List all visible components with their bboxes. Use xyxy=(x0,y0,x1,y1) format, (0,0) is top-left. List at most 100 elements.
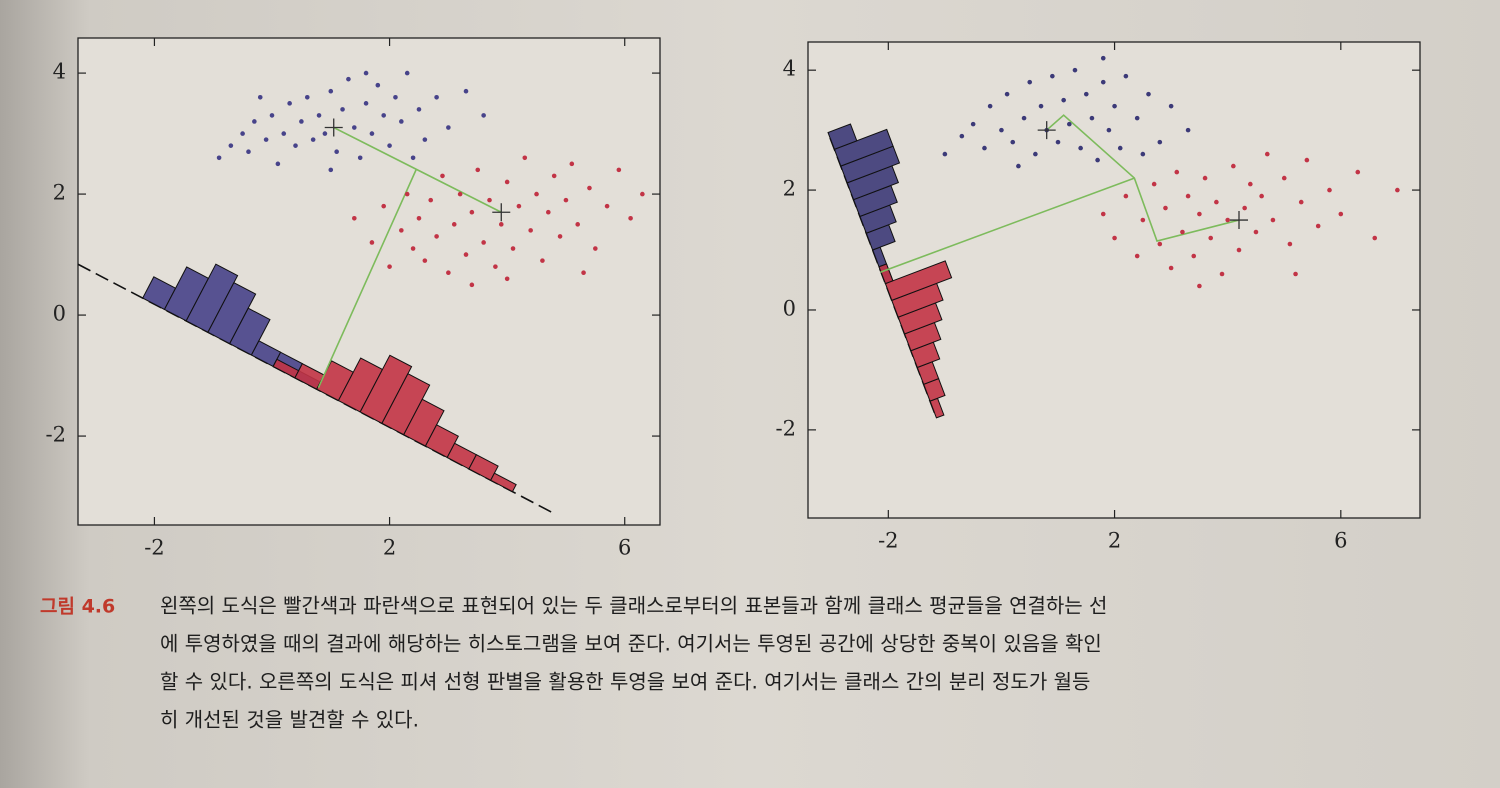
data-point xyxy=(416,215,422,221)
data-point xyxy=(1298,199,1304,205)
histogram-bar xyxy=(207,281,257,345)
data-point xyxy=(1208,235,1214,241)
data-point xyxy=(557,234,563,239)
data-point xyxy=(1185,193,1191,199)
data-point xyxy=(1010,139,1016,145)
data-point xyxy=(1315,223,1321,229)
histogram-bar xyxy=(381,373,431,436)
data-point xyxy=(1134,253,1140,259)
class-mean xyxy=(1037,121,1056,140)
data-point xyxy=(1106,127,1112,133)
data-point xyxy=(1197,211,1202,217)
data-point xyxy=(1100,55,1106,61)
data-point xyxy=(404,191,410,197)
data-point xyxy=(640,191,645,197)
data-point xyxy=(1287,241,1293,247)
data-point xyxy=(1027,79,1033,85)
data-point xyxy=(469,282,475,288)
data-point xyxy=(1050,73,1055,79)
class-mean xyxy=(324,118,343,137)
data-point xyxy=(987,103,993,109)
data-point xyxy=(1395,187,1400,193)
data-point xyxy=(569,161,575,167)
caption-line: 에 투영하였을 때의 결과에 해당하는 히스토그램을 보여 준다. 여기서는 투… xyxy=(160,632,1102,656)
data-point xyxy=(369,131,375,136)
data-point xyxy=(1004,91,1010,97)
data-point xyxy=(334,149,339,155)
data-point xyxy=(1168,265,1174,271)
data-point xyxy=(1259,193,1264,199)
data-point xyxy=(1123,73,1129,79)
data-point xyxy=(628,215,633,221)
data-point xyxy=(246,149,251,155)
data-point xyxy=(275,161,281,167)
class-mean xyxy=(1230,211,1248,230)
data-point xyxy=(1338,211,1344,217)
data-point xyxy=(1197,283,1202,289)
data-point xyxy=(1016,163,1021,169)
guide-line xyxy=(880,177,1135,273)
data-point xyxy=(316,113,322,118)
data-point xyxy=(540,258,545,263)
data-point xyxy=(1180,229,1185,235)
y-tick-label: 4 xyxy=(53,60,66,84)
data-point xyxy=(375,82,381,88)
y-tick-label: 0 xyxy=(53,302,66,326)
data-point xyxy=(1055,139,1061,145)
data-point xyxy=(942,151,948,157)
data-point xyxy=(1225,217,1230,223)
data-point xyxy=(1083,91,1089,97)
data-point xyxy=(1112,235,1117,241)
data-point xyxy=(481,240,486,245)
data-point xyxy=(363,101,369,106)
data-point xyxy=(1293,271,1298,277)
caption-line: 할 수 있다. 오른쪽의 도식은 피셔 선형 판별을 활용한 투영을 보여 준다… xyxy=(160,670,1090,694)
data-point xyxy=(416,107,422,112)
histogram-bar xyxy=(833,128,894,167)
data-point xyxy=(563,197,569,203)
y-tick-label: 4 xyxy=(783,57,796,81)
data-point xyxy=(281,131,287,136)
y-tick-label: -2 xyxy=(46,423,66,447)
data-point xyxy=(1163,205,1168,211)
data-point xyxy=(399,228,404,233)
data-point xyxy=(269,113,275,118)
data-point xyxy=(504,276,510,282)
data-point xyxy=(493,264,498,269)
data-point xyxy=(328,88,334,94)
data-point xyxy=(1214,199,1219,205)
data-point xyxy=(263,137,269,142)
data-point xyxy=(575,222,580,227)
data-point xyxy=(357,155,363,161)
caption-line: 왼쪽의 도식은 빨간색과 파란색으로 표현되어 있는 두 클래스로부터의 표본들… xyxy=(160,594,1107,618)
data-point xyxy=(1157,139,1163,145)
data-point xyxy=(1061,97,1066,103)
data-point xyxy=(546,209,551,215)
data-point xyxy=(1151,181,1157,187)
data-point xyxy=(434,94,439,100)
data-point xyxy=(363,70,369,76)
data-point xyxy=(381,203,386,209)
data-point xyxy=(1157,241,1163,247)
data-point xyxy=(216,155,222,161)
data-point xyxy=(1100,79,1106,85)
data-point xyxy=(428,197,434,203)
x-tick-label: -2 xyxy=(878,529,898,553)
data-point xyxy=(310,137,316,142)
x-tick-label: 6 xyxy=(618,536,631,560)
data-point xyxy=(475,167,481,173)
data-point xyxy=(999,127,1004,133)
x-tick-label: 2 xyxy=(383,536,396,560)
data-point xyxy=(1072,67,1078,73)
data-point xyxy=(593,246,598,251)
data-point xyxy=(257,94,263,100)
data-point xyxy=(352,125,357,130)
data-point xyxy=(982,145,987,151)
data-point xyxy=(1168,103,1174,109)
caption-line: 히 개선된 것을 발견할 수 있다. xyxy=(160,708,419,732)
histogram-bar xyxy=(424,424,459,459)
data-point xyxy=(352,215,357,221)
data-point xyxy=(616,167,622,173)
